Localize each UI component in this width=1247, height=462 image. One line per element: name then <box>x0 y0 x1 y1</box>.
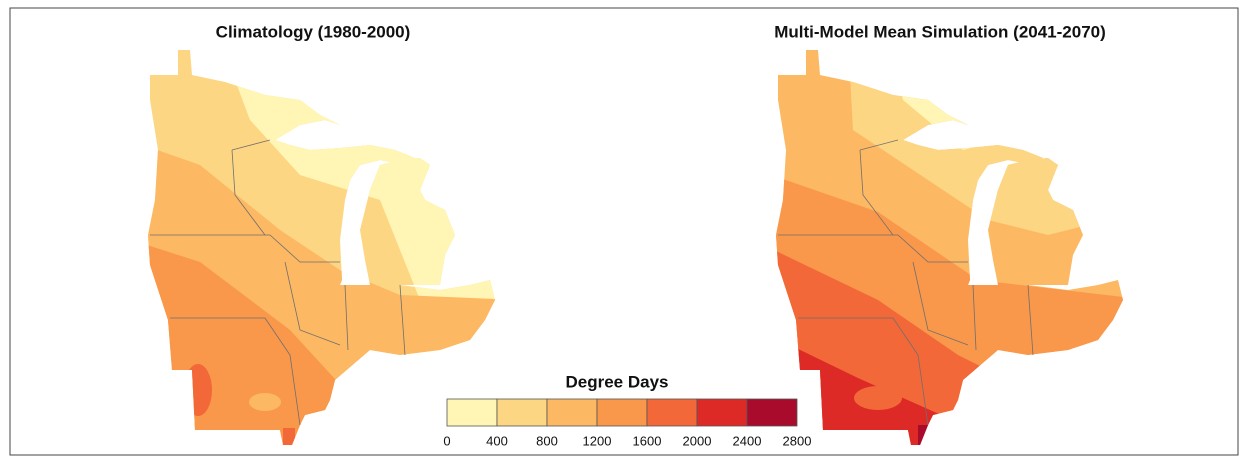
legend-swatch <box>697 399 747 426</box>
panel-title: Climatology (1980-2000) <box>216 22 411 41</box>
zone <box>249 393 281 411</box>
legend-swatch <box>497 399 547 426</box>
legend-tick-label: 2400 <box>733 433 762 448</box>
zone <box>918 425 928 445</box>
legend-tick-label: 2800 <box>783 433 812 448</box>
legend-tick-label: 1200 <box>583 433 612 448</box>
legend-swatch <box>547 399 597 426</box>
legend-tick-label: 0 <box>443 433 450 448</box>
legend-tick-label: 400 <box>486 433 508 448</box>
legend-tick-label: 1600 <box>633 433 662 448</box>
legend-tick-label: 2000 <box>683 433 712 448</box>
legend: 0 400 800 1200 1600 2000 2400 2800 <box>443 399 811 448</box>
legend-swatch <box>597 399 647 426</box>
legend-title: Degree Days <box>565 372 668 391</box>
zone <box>854 386 902 410</box>
zone <box>184 364 212 416</box>
zone <box>283 428 295 448</box>
legend-swatch <box>747 399 797 426</box>
legend-tick-label: 800 <box>536 433 558 448</box>
panel-title: Multi-Model Mean Simulation (2041-2070) <box>774 22 1106 41</box>
legend-swatch <box>647 399 697 426</box>
figure: Climatology (1980-2000) Multi-Model Mean… <box>0 0 1247 462</box>
legend-swatch <box>447 399 497 426</box>
